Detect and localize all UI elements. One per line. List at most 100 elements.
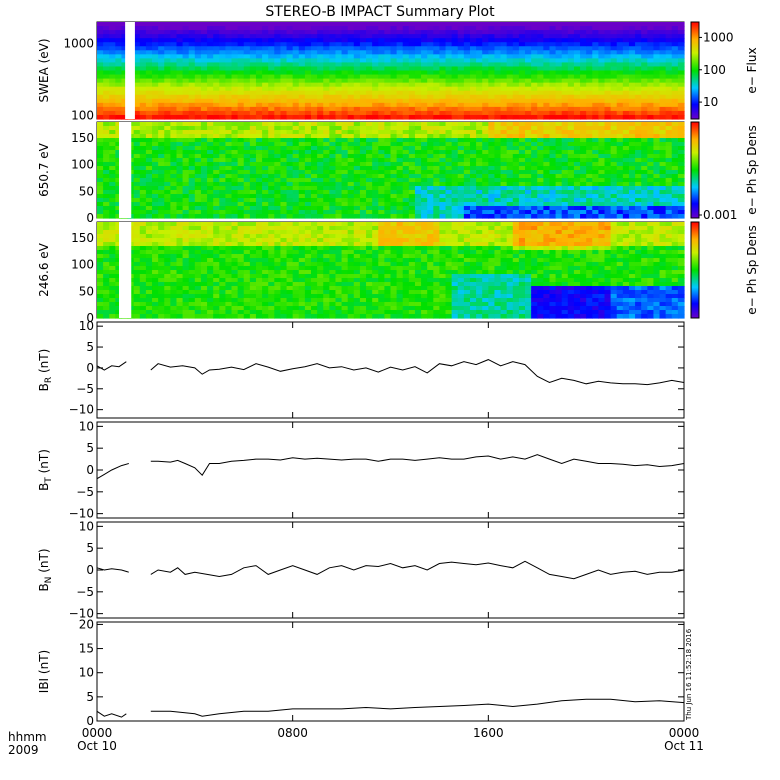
heatmap-cell — [500, 158, 508, 163]
heatmap-cell — [494, 202, 502, 207]
heatmap-cell — [555, 98, 563, 104]
heatmap-cell — [115, 170, 123, 175]
heatmap-cell — [145, 286, 153, 291]
heatmap-cell — [457, 138, 465, 143]
heatmap-cell — [109, 22, 116, 27]
heatmap-cell — [158, 58, 165, 64]
heatmap-cell — [109, 178, 116, 183]
heatmap-cell — [512, 198, 520, 203]
heatmap-cell — [482, 150, 489, 155]
heatmap-cell — [347, 74, 355, 80]
heatmap-cell — [641, 42, 648, 47]
heatmap-cell — [311, 154, 318, 159]
heatmap-cell — [476, 146, 483, 151]
heatmap-cell — [647, 26, 655, 31]
heatmap-cell — [188, 130, 196, 135]
heatmap-cell — [133, 302, 141, 307]
heatmap-cell — [207, 142, 214, 147]
heatmap-cell — [262, 210, 269, 215]
heatmap-cell — [243, 82, 251, 88]
heatmap-cell — [213, 70, 220, 76]
heatmap-cell — [628, 130, 636, 135]
heatmap-cell — [433, 198, 441, 203]
heatmap-cell — [463, 158, 471, 163]
heatmap-cell — [549, 158, 557, 163]
heatmap-cell — [677, 46, 685, 51]
heatmap-cell — [274, 166, 282, 171]
heatmap-cell — [439, 214, 447, 219]
heatmap-cell — [647, 174, 655, 179]
heatmap-cell — [641, 78, 648, 84]
heatmap-cell — [158, 42, 165, 47]
heatmap-cell — [176, 178, 184, 183]
heatmap-cell — [97, 266, 104, 271]
heatmap-cell — [421, 78, 428, 84]
heatmap-cell — [103, 106, 110, 112]
heatmap-cell — [304, 182, 312, 187]
heatmap-cell — [628, 78, 636, 84]
heatmap-cell — [604, 54, 612, 59]
heatmap-cell — [408, 202, 416, 207]
heatmap-cell — [414, 66, 422, 72]
heatmap-cell — [451, 206, 459, 211]
heatmap-cell — [194, 66, 202, 72]
heatmap-cell — [512, 34, 520, 39]
heatmap-cell — [225, 206, 233, 211]
heatmap-cell — [500, 30, 508, 35]
heatmap-cell — [237, 50, 245, 55]
heatmap-cell — [207, 22, 214, 27]
heatmap-cell — [103, 270, 110, 275]
heatmap-cell — [518, 62, 526, 68]
heatmap-cell — [200, 194, 208, 199]
heatmap-cell — [525, 106, 532, 112]
heatmap-cell — [139, 98, 147, 104]
heatmap-cell — [347, 82, 355, 88]
heatmap-cell — [488, 50, 496, 55]
heatmap-cell — [121, 94, 129, 100]
heatmap-cell — [225, 202, 233, 207]
heatmap-cell — [366, 174, 373, 179]
heatmap-cell — [323, 190, 330, 195]
heatmap-cell — [445, 34, 453, 39]
heatmap-cell — [427, 206, 434, 211]
heatmap-cell — [243, 86, 251, 92]
heatmap-cell — [641, 94, 648, 100]
heatmap-cell — [225, 46, 233, 51]
heatmap-cell — [476, 198, 483, 203]
heatmap-cell — [97, 30, 104, 35]
heatmap-cell — [414, 58, 422, 64]
heatmap-cell — [439, 46, 447, 51]
heatmap-cell — [274, 190, 282, 195]
heatmap-cell — [109, 214, 116, 219]
heatmap-cell — [280, 54, 288, 59]
heatmap-cell — [494, 178, 502, 183]
heatmap-cell — [659, 190, 667, 195]
heatmap-cell — [586, 102, 593, 108]
heatmap-cell — [525, 198, 532, 203]
heatmap-cell — [304, 198, 312, 203]
heatmap-cell — [414, 146, 422, 151]
heatmap-cell — [213, 66, 220, 72]
heatmap-cell — [433, 38, 441, 43]
colorbar-label: e− Ph Sp Dens — [745, 225, 759, 314]
heatmap-cell — [323, 126, 330, 131]
heatmap-cell — [469, 114, 477, 120]
heatmap-cell — [378, 46, 385, 51]
heatmap-cell — [561, 106, 569, 112]
heatmap-cell — [158, 70, 165, 76]
heatmap-cell — [500, 78, 508, 84]
heatmap-cell — [304, 214, 312, 219]
heatmap-cell — [488, 110, 496, 116]
heatmap-cell — [164, 194, 171, 199]
heatmap-cell — [311, 98, 318, 104]
heatmap-cell — [243, 210, 251, 215]
heatmap-cell — [598, 134, 606, 139]
heatmap-cell — [518, 210, 526, 215]
heatmap-cell — [622, 126, 630, 131]
heatmap-cell — [243, 74, 251, 80]
heatmap-cell — [628, 186, 636, 191]
heatmap-cell — [286, 154, 294, 159]
heatmap-cell — [573, 194, 581, 199]
heatmap-cell — [237, 142, 245, 147]
heatmap-cell — [103, 54, 110, 59]
